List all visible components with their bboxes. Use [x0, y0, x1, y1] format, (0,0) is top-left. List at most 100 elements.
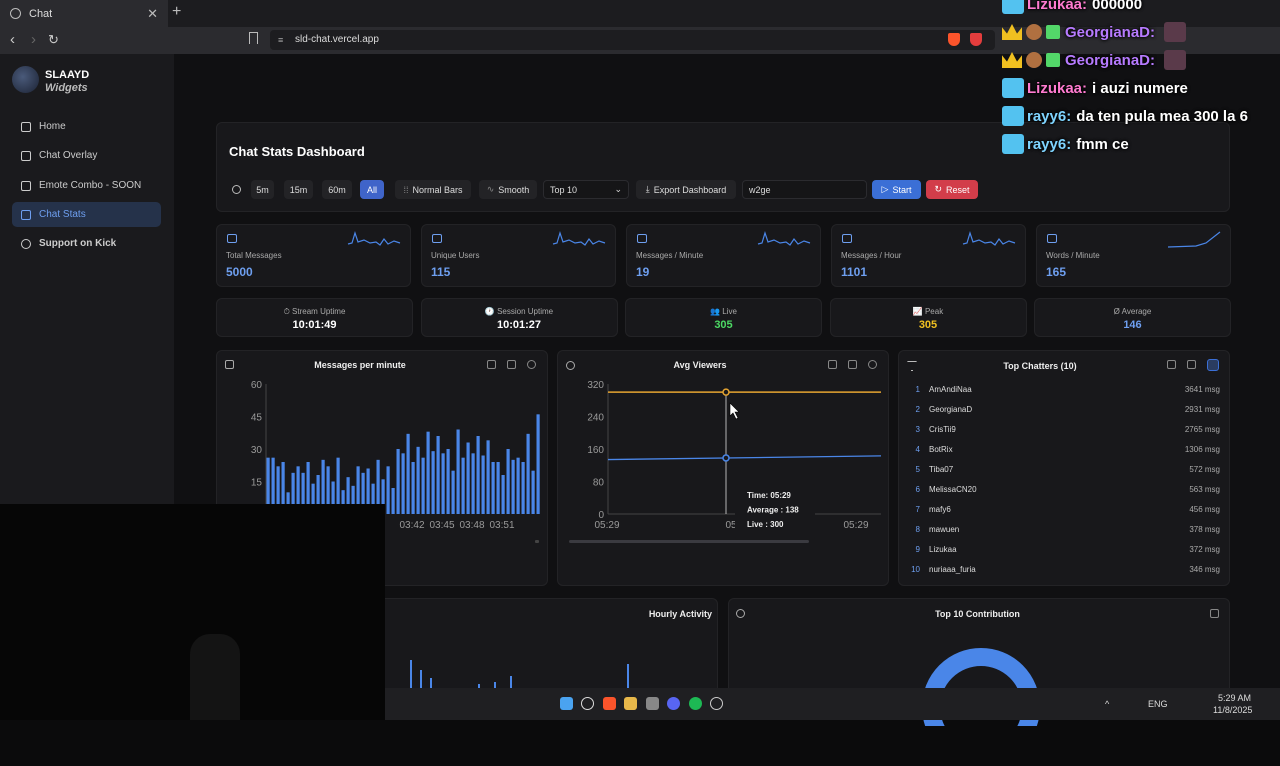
bar[interactable] — [381, 479, 385, 514]
bar[interactable] — [466, 442, 470, 515]
export-image-icon[interactable] — [1210, 609, 1219, 618]
settings-icon[interactable] — [527, 360, 536, 369]
chatter-name[interactable]: mawuen — [929, 525, 960, 534]
time-60m-button[interactable]: 60m — [322, 180, 352, 199]
bar[interactable] — [286, 492, 290, 514]
export-dashboard-button[interactable]: ⤓ Export Dashboard — [636, 180, 736, 199]
bar[interactable] — [301, 472, 305, 514]
search-icon[interactable] — [581, 697, 594, 710]
bar[interactable] — [496, 462, 500, 514]
bar[interactable] — [326, 466, 330, 514]
sidebar-item-home[interactable]: Home — [12, 114, 161, 139]
file-explorer-icon[interactable] — [624, 697, 637, 710]
bar[interactable] — [421, 457, 425, 514]
bar[interactable] — [506, 449, 510, 514]
sidebar-item-chat-overlay[interactable]: Chat Overlay — [12, 143, 161, 168]
chatter-name[interactable]: GeorgianaD — [929, 405, 973, 414]
url-bar[interactable]: ≡ sld-chat.vercel.app — [270, 30, 995, 50]
bar[interactable] — [296, 466, 300, 514]
bar[interactable] — [291, 472, 295, 514]
bar[interactable] — [271, 457, 275, 514]
bar[interactable] — [451, 470, 455, 514]
brave-rewards-icon[interactable] — [970, 33, 982, 46]
bar[interactable] — [511, 459, 515, 514]
bar[interactable] — [436, 436, 440, 514]
export-image-icon[interactable] — [1187, 360, 1196, 369]
export-image-icon[interactable] — [848, 360, 857, 369]
bar[interactable] — [416, 446, 420, 514]
bar[interactable] — [461, 457, 465, 514]
bar[interactable] — [341, 490, 345, 514]
close-tab-icon[interactable]: ✕ — [147, 6, 158, 21]
app-icon[interactable] — [646, 697, 659, 710]
bar[interactable] — [471, 453, 475, 514]
bar[interactable] — [321, 459, 325, 514]
bar[interactable] — [391, 488, 395, 514]
bar[interactable] — [306, 462, 310, 514]
chatter-name[interactable]: Lizukaa — [929, 545, 957, 554]
discord-icon[interactable] — [667, 697, 680, 710]
bar[interactable] — [456, 429, 460, 515]
bar[interactable] — [406, 433, 410, 514]
bar[interactable] — [536, 414, 540, 514]
clock-time[interactable]: 5:29 AM — [1217, 693, 1251, 703]
export-csv-icon[interactable] — [1167, 360, 1176, 369]
bar[interactable] — [396, 449, 400, 514]
bookmark-icon[interactable] — [249, 32, 258, 44]
export-csv-icon[interactable] — [487, 360, 496, 369]
bar[interactable] — [491, 462, 495, 514]
bar[interactable] — [426, 431, 430, 514]
smooth-button[interactable]: ∿ Smooth — [479, 180, 537, 199]
forward-icon[interactable]: › — [31, 31, 36, 48]
search-icon[interactable] — [1207, 359, 1219, 371]
bar[interactable] — [486, 440, 490, 514]
bar[interactable] — [371, 483, 375, 514]
bar[interactable] — [376, 459, 380, 514]
settings-icon[interactable] — [868, 360, 877, 369]
bar[interactable] — [351, 485, 355, 514]
bar[interactable] — [501, 475, 505, 514]
back-icon[interactable]: ‹ — [10, 31, 15, 48]
sidebar-item-chat-stats[interactable]: Chat Stats — [12, 202, 161, 227]
reset-button[interactable]: ↻ Reset — [926, 180, 978, 199]
chatter-name[interactable]: MelissaCN20 — [929, 485, 977, 494]
top-select[interactable]: Top 10 ⌄ — [543, 180, 629, 199]
scrollbar[interactable] — [569, 540, 809, 543]
bar[interactable] — [356, 466, 360, 514]
spotify-icon[interactable] — [689, 697, 702, 710]
bar[interactable] — [316, 475, 320, 514]
bar[interactable] — [411, 462, 415, 514]
bar[interactable] — [276, 466, 280, 514]
channel-input[interactable]: w2ge — [742, 180, 867, 199]
export-csv-icon[interactable] — [828, 360, 837, 369]
windows-start-icon[interactable] — [560, 697, 573, 710]
bar[interactable] — [336, 457, 340, 514]
sidebar-item-emote-combo[interactable]: Emote Combo - SOON — [12, 173, 161, 198]
browser-tab[interactable]: Chat ✕ — [0, 0, 168, 27]
chatter-name[interactable]: BotRix — [929, 445, 953, 454]
bar[interactable] — [526, 433, 530, 514]
chatter-name[interactable]: AmAndiNaa — [929, 385, 972, 394]
export-image-icon[interactable] — [507, 360, 516, 369]
chatter-name[interactable]: nuriaaa_furia — [929, 565, 976, 574]
chatter-name[interactable]: Tiba07 — [929, 465, 954, 474]
bar[interactable] — [531, 470, 535, 514]
language-indicator[interactable]: ENG — [1148, 699, 1168, 709]
bar[interactable] — [481, 455, 485, 515]
new-tab-button[interactable]: + — [172, 3, 182, 20]
bar[interactable] — [441, 453, 445, 514]
bar[interactable] — [521, 462, 525, 514]
time-15m-button[interactable]: 15m — [284, 180, 313, 199]
bar[interactable] — [401, 453, 405, 514]
bar[interactable] — [366, 468, 370, 515]
bar[interactable] — [331, 481, 335, 515]
time-all-button[interactable]: All — [360, 180, 384, 199]
bar[interactable] — [476, 436, 480, 514]
scrollbar[interactable] — [535, 540, 539, 543]
reload-icon[interactable]: ↻ — [48, 32, 59, 47]
site-settings-icon[interactable]: ≡ — [278, 35, 284, 45]
bar[interactable] — [361, 472, 365, 514]
time-5m-button[interactable]: 5m — [251, 180, 274, 199]
chatter-name[interactable]: mafy6 — [929, 505, 951, 514]
sidebar-item-support[interactable]: Support on Kick — [12, 231, 161, 256]
